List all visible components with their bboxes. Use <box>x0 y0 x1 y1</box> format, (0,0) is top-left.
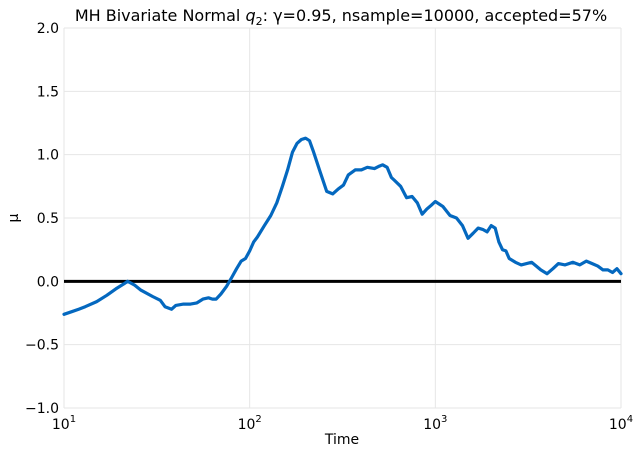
y-tick-label: −1.0 <box>25 401 59 417</box>
series-group <box>62 136 623 316</box>
y-tick-label: 2.0 <box>37 21 59 37</box>
x-tick-label: 102 <box>238 414 262 433</box>
grid-lines <box>63 27 622 409</box>
x-tick-label: 101 <box>52 414 76 433</box>
y-tick-label: −0.5 <box>25 338 59 354</box>
y-tick-label: 0.5 <box>37 211 59 227</box>
chart-title-subscript: 2 <box>256 15 263 28</box>
chart-title-prefix: MH Bivariate Normal <box>75 6 246 25</box>
x-tick-label: 103 <box>423 414 447 433</box>
y-tick-label: 0.0 <box>37 274 59 290</box>
chart-title-symbol: q <box>245 6 255 25</box>
x-tick-labels: 101 102 103 104 <box>52 414 633 433</box>
y-tick-labels: −1.0 −0.5 0.0 0.5 1.0 1.5 2.0 <box>25 21 59 417</box>
y-tick-label: 1.0 <box>37 148 59 164</box>
y-tick-label: 1.5 <box>37 84 59 100</box>
chart-title-suffix: : γ=0.95, nsample=10000, accepted=57% <box>263 6 608 25</box>
y-axis-title: μ <box>6 213 22 222</box>
x-axis-title: Time <box>324 432 359 448</box>
chart-title: MH Bivariate Normal q2: γ=0.95, nsample=… <box>75 6 607 28</box>
mu-trace-line <box>62 136 623 316</box>
x-tick-label: 104 <box>609 414 633 433</box>
